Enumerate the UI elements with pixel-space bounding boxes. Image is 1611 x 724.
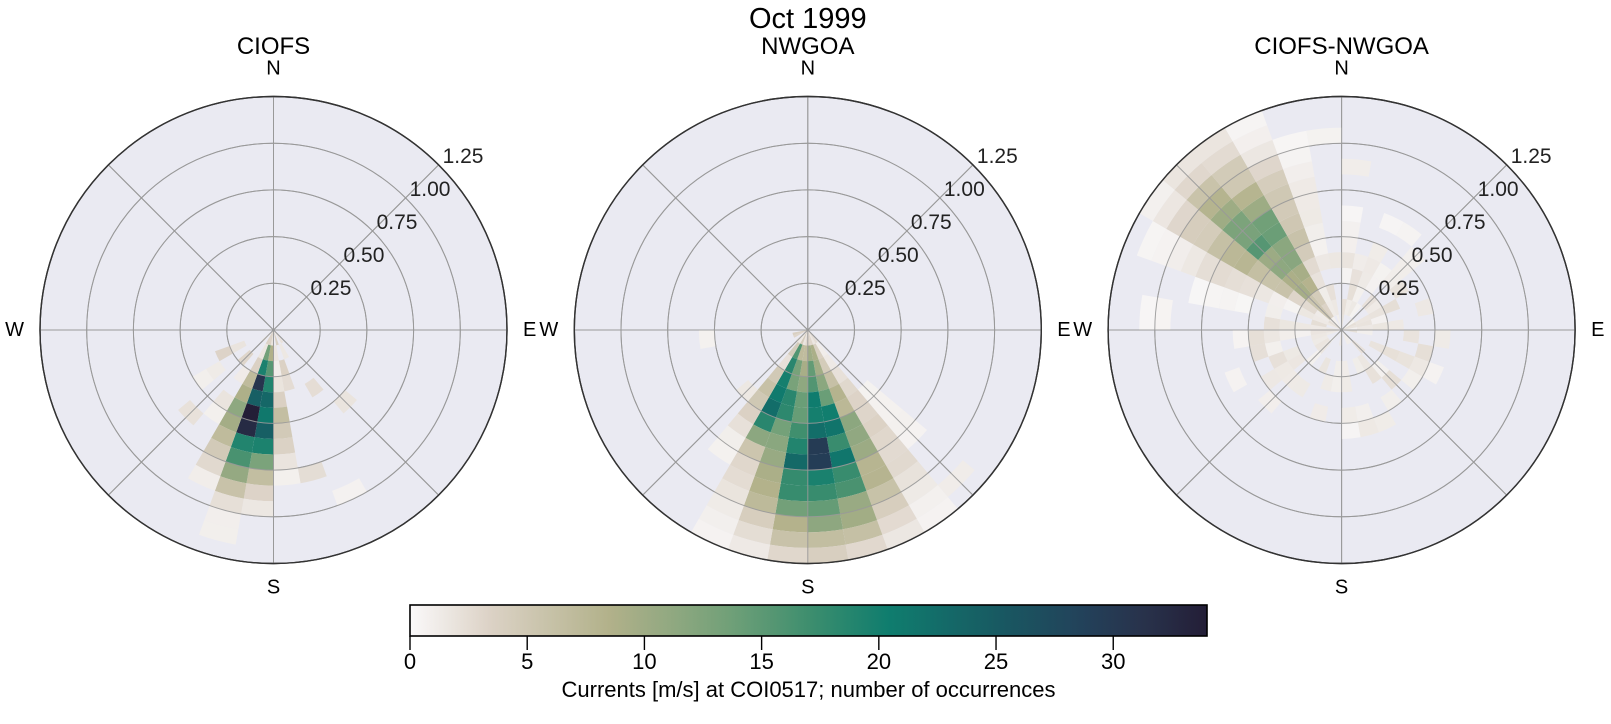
- svg-text:0.25: 0.25: [1379, 277, 1420, 300]
- svg-text:0.50: 0.50: [1412, 244, 1453, 267]
- svg-text:30: 30: [1101, 649, 1125, 674]
- svg-text:0.25: 0.25: [845, 277, 886, 300]
- svg-text:N: N: [801, 58, 815, 80]
- svg-text:25: 25: [984, 649, 1008, 674]
- svg-text:1.00: 1.00: [944, 178, 985, 201]
- svg-text:CIOFS: CIOFS: [237, 33, 310, 60]
- svg-text:1.25: 1.25: [977, 145, 1018, 168]
- svg-text:N: N: [266, 58, 280, 80]
- svg-text:0: 0: [404, 649, 416, 674]
- svg-text:0.75: 0.75: [911, 211, 952, 234]
- svg-text:E: E: [1591, 319, 1604, 341]
- svg-text:E: E: [523, 319, 536, 341]
- svg-text:N: N: [1334, 58, 1348, 80]
- svg-text:20: 20: [867, 649, 891, 674]
- svg-text:CIOFS-NWGOA: CIOFS-NWGOA: [1254, 33, 1429, 60]
- svg-text:0.25: 0.25: [311, 277, 352, 300]
- svg-text:E: E: [1057, 319, 1070, 341]
- svg-text:0.50: 0.50: [878, 244, 919, 267]
- svg-text:S: S: [1335, 577, 1348, 599]
- svg-text:S: S: [801, 577, 814, 599]
- svg-text:0.50: 0.50: [344, 244, 385, 267]
- svg-text:1.00: 1.00: [410, 178, 451, 201]
- svg-text:W: W: [5, 319, 24, 341]
- svg-text:W: W: [539, 319, 558, 341]
- svg-text:15: 15: [749, 649, 773, 674]
- svg-text:1.25: 1.25: [1511, 145, 1552, 168]
- svg-text:Oct 1999: Oct 1999: [749, 3, 867, 35]
- svg-text:5: 5: [521, 649, 533, 674]
- svg-text:W: W: [1073, 319, 1092, 341]
- svg-text:0.75: 0.75: [1445, 211, 1486, 234]
- svg-text:NWGOA: NWGOA: [761, 33, 854, 60]
- svg-text:1.25: 1.25: [443, 145, 484, 168]
- svg-text:10: 10: [632, 649, 656, 674]
- svg-text:1.00: 1.00: [1478, 178, 1519, 201]
- svg-text:S: S: [267, 577, 280, 599]
- svg-text:0.75: 0.75: [377, 211, 418, 234]
- svg-text:Currents [m/s] at COI0517; num: Currents [m/s] at COI0517; number of occ…: [562, 677, 1056, 702]
